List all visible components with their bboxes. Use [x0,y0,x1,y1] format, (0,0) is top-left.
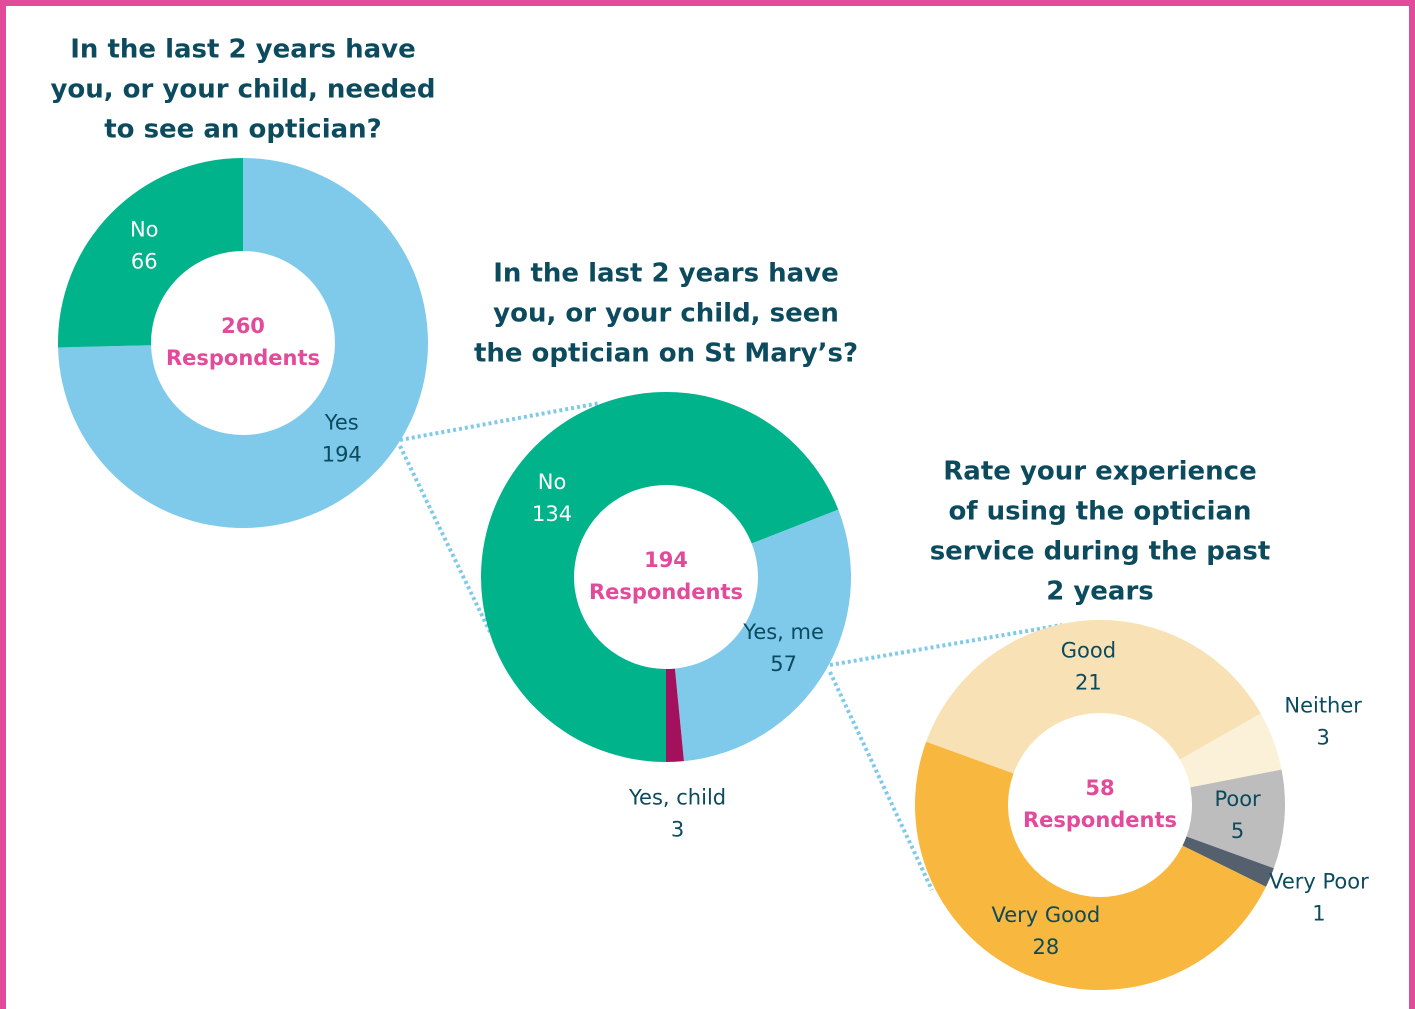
slice-label: Poor [1214,787,1261,811]
slice-label: Yes, child [628,786,726,810]
slice-label: Yes [324,410,359,434]
slice-label: Very Good [991,903,1100,927]
donut-slice [1179,713,1282,788]
chart-title: In the last 2 years have [493,259,839,289]
connectors [398,401,1063,891]
slice-value: 194 [322,442,362,466]
center-value: 260 [221,314,265,338]
connector [828,671,934,891]
donut-slice [1182,836,1274,887]
donut-slice [915,741,1266,991]
slice-value: 28 [1032,935,1059,959]
donut-slice [926,619,1261,774]
donut-slice [481,392,839,762]
slice-value: 5 [1231,819,1244,843]
chart-title: of using the optician [948,497,1251,527]
slice-value: 3 [671,818,684,842]
slice-value: 3 [1316,725,1329,749]
slice-label: Very Poor [1269,869,1369,893]
center-label: Respondents [166,346,320,370]
chart-title: In the last 2 years have [70,35,416,65]
slice-label: No [538,470,567,494]
center-label: Respondents [1023,808,1177,832]
donut-slice [57,158,243,348]
chart-title: you, or your child, seen [493,299,839,329]
donut-slice [58,158,428,528]
chart-title: the optician on St Mary’s? [474,339,858,369]
slice-value: 66 [131,250,158,274]
connector [399,401,601,442]
donut-slice [1186,769,1285,869]
chart-title: to see an optician? [104,115,382,145]
slice-label: Neither [1284,693,1362,717]
slice-label: Yes, me [742,620,824,644]
center-value: 194 [644,548,688,572]
chart-title: Rate your experience [943,457,1256,487]
slice-value: 21 [1075,670,1102,694]
chart-title: service during the past [930,537,1271,567]
slice-label: No [130,218,159,242]
donut-slice [674,509,851,762]
slice-label: Good [1061,638,1116,662]
center-value: 58 [1085,776,1114,800]
slice-value: 134 [532,502,572,526]
chart-title: you, or your child, needed [50,75,435,105]
chart-title: 2 years [1046,577,1154,607]
donut-slice [666,668,684,762]
center-label: Respondents [589,580,743,604]
slice-value: 1 [1312,901,1325,925]
slice-value: 57 [770,652,797,676]
connector [398,445,492,633]
